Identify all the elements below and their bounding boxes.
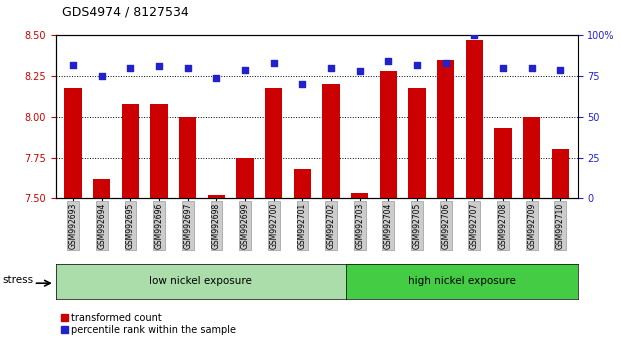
- Point: [297, 81, 307, 87]
- Point: [240, 67, 250, 73]
- Point: [269, 60, 279, 66]
- Point: [326, 65, 336, 71]
- Point: [154, 63, 164, 69]
- Bar: [322, 84, 340, 198]
- Point: [412, 62, 422, 68]
- Point: [183, 65, 193, 71]
- Text: GDS4974 / 8127534: GDS4974 / 8127534: [62, 5, 189, 18]
- Bar: [466, 40, 483, 198]
- Point: [555, 67, 565, 73]
- Bar: [380, 71, 397, 198]
- Point: [125, 65, 135, 71]
- Bar: [294, 169, 311, 198]
- Point: [383, 59, 393, 64]
- Bar: [208, 195, 225, 198]
- Bar: [409, 87, 425, 198]
- Point: [441, 60, 451, 66]
- Bar: [93, 179, 111, 198]
- Bar: [494, 128, 512, 198]
- Bar: [551, 149, 569, 198]
- Text: stress: stress: [3, 275, 34, 285]
- Text: low nickel exposure: low nickel exposure: [150, 276, 252, 286]
- Text: high nickel exposure: high nickel exposure: [407, 276, 515, 286]
- Bar: [237, 158, 253, 198]
- Bar: [351, 193, 368, 198]
- Point: [211, 75, 221, 81]
- Bar: [65, 87, 82, 198]
- Point: [68, 62, 78, 68]
- Bar: [150, 104, 168, 198]
- Bar: [122, 104, 139, 198]
- Bar: [523, 117, 540, 198]
- Bar: [437, 60, 455, 198]
- Point: [355, 68, 365, 74]
- Bar: [265, 87, 283, 198]
- Point: [527, 65, 537, 71]
- Point: [469, 33, 479, 38]
- Point: [97, 73, 107, 79]
- Point: [498, 65, 508, 71]
- Bar: [179, 117, 196, 198]
- Legend: transformed count, percentile rank within the sample: transformed count, percentile rank withi…: [61, 313, 237, 335]
